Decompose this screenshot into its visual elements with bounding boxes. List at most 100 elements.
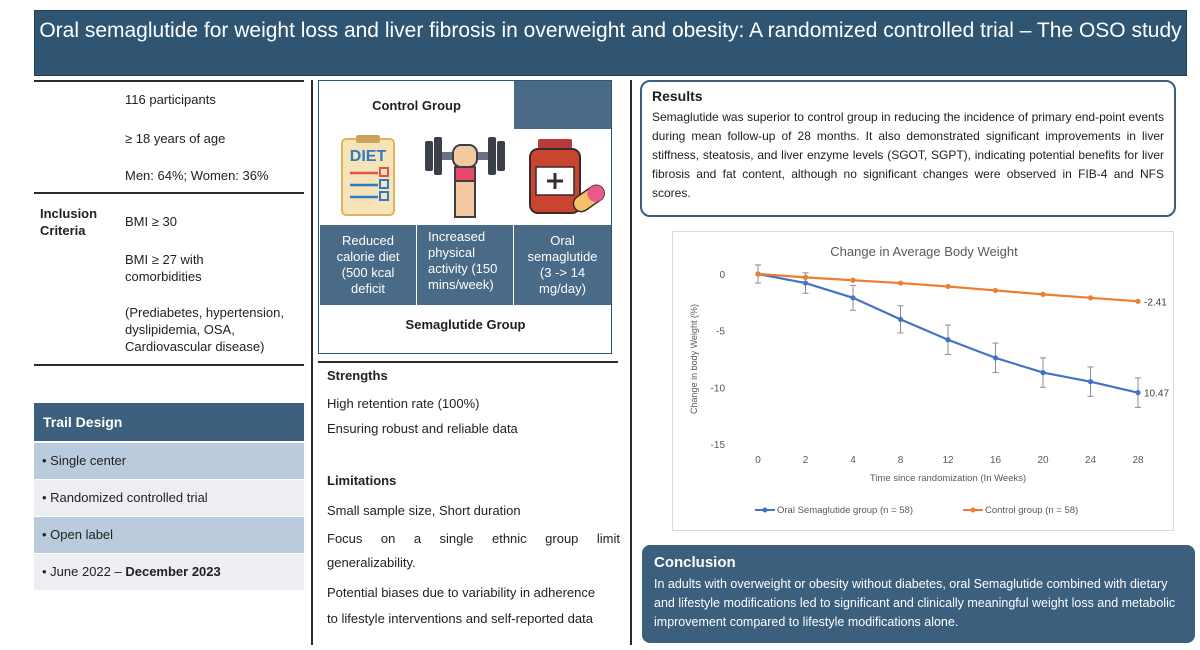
drug-caption-line: (3 -> 14 <box>539 265 586 280</box>
comorbidities: (Prediabetes, hypertension, dyslipidemia… <box>125 304 284 355</box>
legend-label: Oral Semaglutide group (n = 58) <box>777 505 913 516</box>
x-axis-label: Time since randomization (In Weeks) <box>870 473 1026 484</box>
diet-caption-line: (500 kcal <box>341 265 395 280</box>
trial-item: • Randomized controlled trial <box>34 480 304 516</box>
drug-image <box>514 129 611 224</box>
legend-marker <box>762 507 768 513</box>
diet-caption-line: Reduced <box>341 233 395 248</box>
data-point <box>802 280 809 286</box>
y-tick-label: -5 <box>716 327 725 338</box>
participants-age: ≥ 18 years of age <box>125 131 226 146</box>
inclusion-label: Inclusion Criteria <box>40 205 97 239</box>
data-point <box>850 277 856 283</box>
chart-title: Change in Average Body Weight <box>830 244 1018 259</box>
data-point <box>755 271 761 277</box>
data-point <box>945 283 951 290</box>
divider <box>34 80 304 82</box>
control-group-label: Control Group <box>372 98 461 113</box>
data-point <box>802 274 809 280</box>
column-divider <box>311 80 313 645</box>
drug-caption-line: semaglutide <box>527 249 598 264</box>
inclusion-label-line2: Criteria <box>40 223 86 238</box>
data-point <box>897 316 904 322</box>
groups-panel <box>318 80 612 354</box>
inclusion-label-line1: Inclusion <box>40 206 98 221</box>
activity-caption-line: activity (150 <box>428 261 498 276</box>
activity-caption-line: physical <box>428 245 475 260</box>
x-tick-label: 2 <box>803 455 809 466</box>
dates-bold: December 2023 <box>125 564 221 579</box>
legend-marker <box>970 507 976 513</box>
results-text: Semaglutide was superior to control grou… <box>652 110 1164 200</box>
comorb-line3: Cardiovascular disease) <box>125 339 265 354</box>
caption-cell <box>417 225 513 305</box>
diet-caption-line: calorie diet <box>336 249 400 264</box>
poster-title: Oral semaglutide for weight loss and liv… <box>34 10 1187 76</box>
weight-change-chart: Change in Average Body Weight 0 -5 -10 -15 0 2… <box>689 244 1169 516</box>
end-value-label: -2.41 <box>1144 297 1167 308</box>
limitation-item: Small sample size, Short duration <box>327 503 521 518</box>
header-dark-cell <box>514 81 611 129</box>
data-point <box>1040 370 1046 376</box>
trial-item-dates: • June 2022 – December 2023 <box>34 554 304 590</box>
limitation-item: to lifestyle interventions and self-repo… <box>327 611 593 626</box>
conclusion-text: In adults with overweight or obesity wit… <box>654 577 1176 629</box>
activity-image <box>417 129 513 224</box>
data-point <box>992 287 999 294</box>
pill-bottle-icon <box>529 139 605 214</box>
column-divider <box>630 80 632 645</box>
data-point <box>1087 379 1094 385</box>
legend-label: Control group (n = 58) <box>985 505 1078 516</box>
drug-caption-line: mg/day) <box>539 281 586 296</box>
limitations-heading: Limitations <box>327 473 397 488</box>
x-tick-label: 8 <box>898 455 904 466</box>
end-value-label: 10.47 <box>1144 389 1169 400</box>
diet-image: DIET <box>320 129 416 224</box>
activity-caption: Increased physical activity (150 mins/we… <box>417 229 513 293</box>
y-axis-label: Change in body Weight (%) <box>689 304 699 414</box>
activity-caption-line: mins/week) <box>428 277 494 292</box>
diet-caption-line: deficit <box>351 281 385 296</box>
trial-item: • Open label <box>34 517 304 553</box>
limitation-item: generalizability. <box>327 555 416 570</box>
diet-caption: Reduced calorie diet (500 kcal deficit <box>320 233 416 297</box>
data-point <box>992 355 999 361</box>
strengths-heading: Strengths <box>327 368 388 383</box>
participants-count: 116 participants <box>125 92 216 107</box>
results-box: Results Semaglutide was superior to cont… <box>640 80 1176 217</box>
bmi-27: BMI ≥ 27 with comorbidities <box>125 251 204 285</box>
participants-sex: Men: 64%; Women: 36% <box>125 168 269 183</box>
data-point <box>1040 291 1046 297</box>
divider <box>34 364 304 366</box>
diet-clipboard-icon: DIET <box>341 135 395 216</box>
x-tick-label: 28 <box>1132 455 1144 466</box>
x-tick-label: 12 <box>942 455 954 466</box>
diet-sign-text: DIET <box>350 148 387 165</box>
drug-caption: Oral semaglutide (3 -> 14 mg/day) <box>514 233 611 297</box>
data-point <box>850 295 856 301</box>
x-tick-label: 20 <box>1037 455 1049 466</box>
drug-caption-line: Oral <box>550 233 575 248</box>
chart-frame: Change in Average Body Weight 0 -5 -10 -15 0 2… <box>672 231 1174 531</box>
comorb-line1: (Prediabetes, hypertension, <box>125 305 284 320</box>
bmi-27-line2: comorbidities <box>125 269 202 284</box>
trial-item: • Single center <box>34 443 304 479</box>
semaglutide-group-label: Semaglutide Group <box>405 317 526 332</box>
y-tick-label: -15 <box>711 440 726 451</box>
dumbbell-icon <box>425 137 505 218</box>
data-point <box>945 337 951 343</box>
bmi-30: BMI ≥ 30 <box>125 214 177 229</box>
comorb-line2: dyslipidemia, OSA, <box>125 322 235 337</box>
limitation-item: Potential biases due to variability in a… <box>327 585 596 600</box>
x-tick-label: 4 <box>850 455 856 466</box>
strength-item: Ensuring robust and reliable data <box>327 421 518 436</box>
caption-cell <box>320 225 416 305</box>
y-tick-label: -10 <box>711 383 726 394</box>
strength-item: High retention rate (100%) <box>327 396 480 411</box>
x-tick-label: 16 <box>990 455 1002 466</box>
caption-cell <box>514 225 611 305</box>
dates-prefix: • June 2022 – <box>42 564 126 579</box>
activity-caption-line: Increased <box>428 229 486 244</box>
data-point <box>897 280 904 286</box>
x-tick-label: 24 <box>1085 455 1097 466</box>
